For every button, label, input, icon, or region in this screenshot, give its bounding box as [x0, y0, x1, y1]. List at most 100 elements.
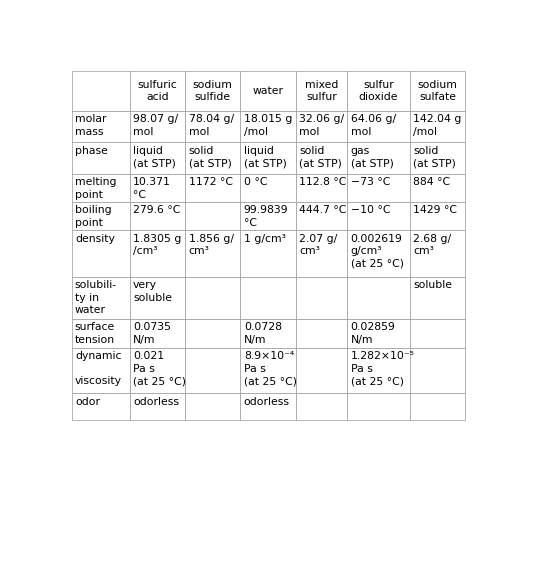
Bar: [410, 202, 465, 230]
Text: molar
mass: molar mass: [75, 114, 106, 137]
Bar: [296, 174, 347, 202]
Bar: [130, 71, 185, 111]
Bar: [185, 277, 240, 319]
Bar: [240, 393, 296, 420]
Text: 0.021
Pa s
(at 25 °C): 0.021 Pa s (at 25 °C): [133, 351, 186, 386]
Text: 1429 °C: 1429 °C: [413, 206, 457, 215]
Bar: [130, 230, 185, 277]
Bar: [347, 174, 410, 202]
Bar: [185, 230, 240, 277]
Text: 884 °C: 884 °C: [413, 178, 450, 187]
Bar: [296, 202, 347, 230]
Bar: [71, 174, 130, 202]
Text: 1.856 g/
cm³: 1.856 g/ cm³: [189, 234, 233, 256]
Bar: [410, 174, 465, 202]
Bar: [410, 230, 465, 277]
Text: 444.7 °C: 444.7 °C: [299, 206, 347, 215]
Text: solubili-
ty in
water: solubili- ty in water: [75, 280, 117, 315]
Bar: [410, 142, 465, 174]
Text: 10.371
°C: 10.371 °C: [133, 178, 171, 200]
Text: 0.002619
g/cm³
(at 25 °C): 0.002619 g/cm³ (at 25 °C): [350, 234, 404, 269]
Bar: [185, 71, 240, 111]
Text: sulfuric
acid: sulfuric acid: [137, 80, 177, 102]
Bar: [410, 71, 465, 111]
Text: odorless: odorless: [133, 397, 179, 407]
Text: 279.6 °C: 279.6 °C: [133, 206, 180, 215]
Bar: [240, 71, 296, 111]
Text: surface
tension: surface tension: [75, 323, 115, 345]
Text: boiling
point: boiling point: [75, 206, 112, 228]
Text: liquid
(at STP): liquid (at STP): [244, 146, 287, 168]
Text: 18.015 g
/mol: 18.015 g /mol: [244, 114, 292, 137]
Bar: [296, 319, 347, 348]
Text: 8.9×10⁻⁴
Pa s
(at 25 °C): 8.9×10⁻⁴ Pa s (at 25 °C): [244, 351, 297, 386]
Bar: [185, 174, 240, 202]
Bar: [347, 319, 410, 348]
Text: 64.06 g/
mol: 64.06 g/ mol: [350, 114, 396, 137]
Bar: [71, 319, 130, 348]
Bar: [185, 142, 240, 174]
Bar: [130, 393, 185, 420]
Bar: [71, 142, 130, 174]
Bar: [185, 111, 240, 142]
Text: 2.07 g/
cm³: 2.07 g/ cm³: [299, 234, 337, 256]
Text: 1.282×10⁻⁵
Pa s
(at 25 °C): 1.282×10⁻⁵ Pa s (at 25 °C): [350, 351, 415, 386]
Bar: [410, 277, 465, 319]
Text: very
soluble: very soluble: [133, 280, 172, 303]
Bar: [347, 230, 410, 277]
Bar: [296, 277, 347, 319]
Text: sodium
sulfate: sodium sulfate: [417, 80, 457, 102]
Bar: [71, 71, 130, 111]
Bar: [347, 348, 410, 393]
Bar: [410, 111, 465, 142]
Bar: [296, 142, 347, 174]
Bar: [71, 202, 130, 230]
Bar: [130, 174, 185, 202]
Bar: [240, 348, 296, 393]
Bar: [185, 202, 240, 230]
Text: 99.9839
°C: 99.9839 °C: [244, 206, 288, 228]
Text: 98.07 g/
mol: 98.07 g/ mol: [133, 114, 178, 137]
Text: phase: phase: [75, 146, 108, 156]
Bar: [347, 71, 410, 111]
Bar: [130, 319, 185, 348]
Text: 0.0728
N/m: 0.0728 N/m: [244, 323, 282, 345]
Bar: [71, 230, 130, 277]
Bar: [240, 230, 296, 277]
Text: solid
(at STP): solid (at STP): [189, 146, 232, 168]
Bar: [130, 348, 185, 393]
Bar: [71, 111, 130, 142]
Bar: [347, 202, 410, 230]
Text: 32.06 g/
mol: 32.06 g/ mol: [299, 114, 344, 137]
Text: water: water: [253, 86, 283, 96]
Text: dynamic

viscosity: dynamic viscosity: [75, 351, 122, 386]
Text: 78.04 g/
mol: 78.04 g/ mol: [189, 114, 234, 137]
Bar: [240, 277, 296, 319]
Bar: [347, 393, 410, 420]
Text: −73 °C: −73 °C: [350, 178, 390, 187]
Bar: [240, 111, 296, 142]
Bar: [296, 348, 347, 393]
Text: sodium
sulfide: sodium sulfide: [193, 80, 233, 102]
Bar: [296, 111, 347, 142]
Text: 0.02859
N/m: 0.02859 N/m: [350, 323, 396, 345]
Text: 1 g/cm³: 1 g/cm³: [244, 234, 286, 243]
Text: 0 °C: 0 °C: [244, 178, 268, 187]
Bar: [71, 277, 130, 319]
Text: solid
(at STP): solid (at STP): [413, 146, 456, 168]
Bar: [347, 277, 410, 319]
Text: liquid
(at STP): liquid (at STP): [133, 146, 176, 168]
Bar: [410, 348, 465, 393]
Bar: [71, 393, 130, 420]
Text: 2.68 g/
cm³: 2.68 g/ cm³: [413, 234, 451, 256]
Bar: [71, 348, 130, 393]
Bar: [347, 142, 410, 174]
Text: 1.8305 g
/cm³: 1.8305 g /cm³: [133, 234, 181, 256]
Bar: [296, 71, 347, 111]
Bar: [130, 277, 185, 319]
Bar: [185, 348, 240, 393]
Bar: [185, 393, 240, 420]
Text: 1172 °C: 1172 °C: [189, 178, 233, 187]
Bar: [130, 202, 185, 230]
Bar: [296, 393, 347, 420]
